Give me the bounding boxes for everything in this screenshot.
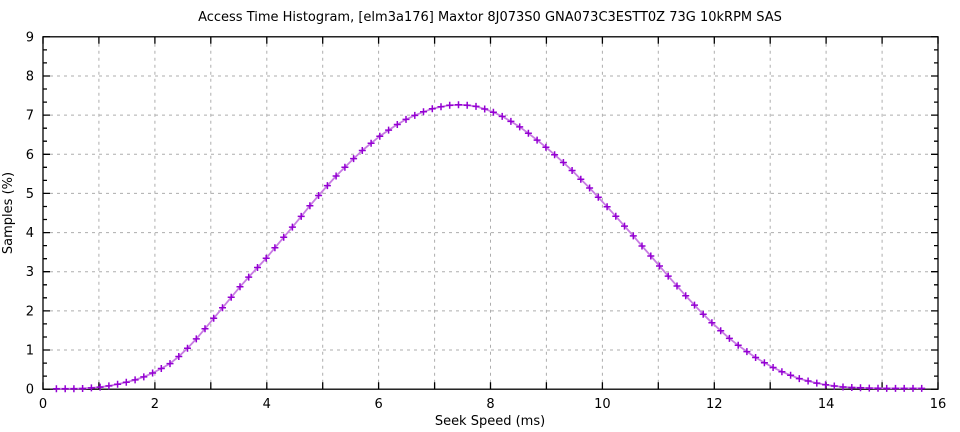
x-tick-label: 8: [486, 397, 494, 412]
y-tick-label: 0: [26, 383, 34, 398]
y-tick-label: 6: [26, 148, 34, 163]
y-tick-label: 8: [26, 69, 34, 84]
x-tick-label: 6: [374, 397, 382, 412]
x-tick-label: 14: [818, 397, 835, 412]
x-tick-label: 0: [39, 397, 47, 412]
series-line: [55, 103, 923, 390]
x-tick-label: 12: [706, 397, 723, 412]
y-tick-label: 7: [26, 109, 34, 124]
x-tick-label: 2: [151, 397, 159, 412]
y-tick-label: 1: [26, 344, 34, 359]
y-tick-label: 9: [26, 30, 34, 45]
x-axis-label: Seek Speed (ms): [435, 414, 545, 429]
x-tick-label: 16: [930, 397, 947, 412]
axis-ticks: [42, 36, 939, 390]
y-axis-label: Samples (%): [1, 172, 16, 254]
y-tick-label: 2: [26, 304, 34, 319]
x-tick-label: 4: [263, 397, 271, 412]
series-markers: [52, 101, 926, 393]
chart-title: Access Time Histogram, [elm3a176] Maxtor…: [198, 10, 782, 25]
y-tick-label: 3: [26, 265, 34, 280]
gridlines: [43, 36, 938, 390]
x-tick-label: 10: [594, 397, 611, 412]
y-tick-label: 4: [26, 226, 34, 241]
y-tick-label: 5: [26, 187, 34, 202]
